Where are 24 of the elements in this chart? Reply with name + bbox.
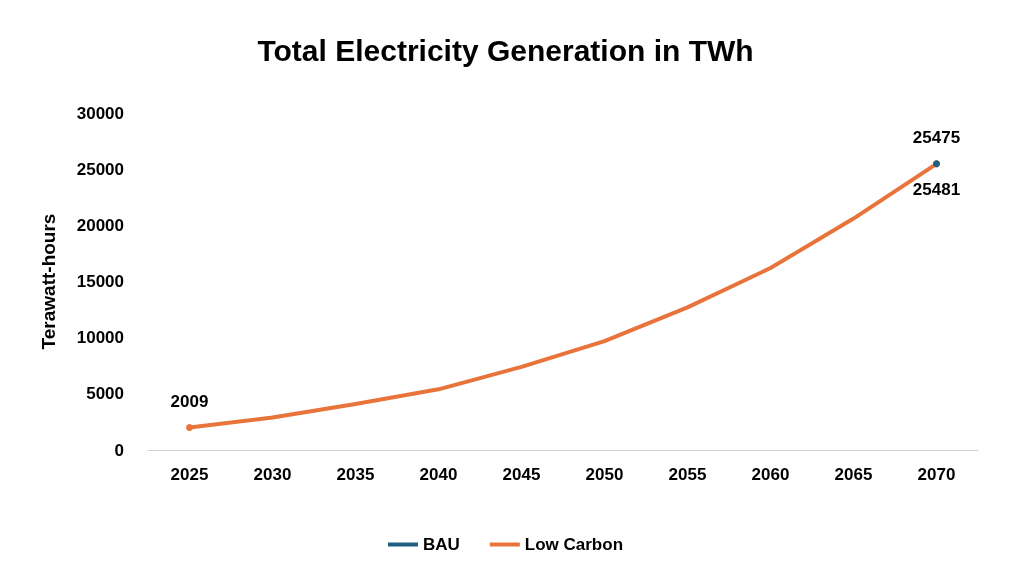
x-tick-label: 2030 [253,465,292,484]
y-axis-title: Terawatt-hours [38,213,59,350]
legend-label: BAU [422,535,460,554]
x-tick-label: 2070 [917,465,956,484]
y-tick-label: 30000 [76,103,124,123]
x-tick-label: 2035 [336,465,375,484]
chart-title: Total Electricity Generation in TWh [257,33,754,67]
x-tick-label: 2065 [834,465,873,484]
x-tick-label: 2050 [585,465,624,484]
y-tick-label: 0 [114,440,124,460]
data-label: 25475 [912,128,961,148]
x-tick-label: 2025 [170,465,209,484]
legend-label: Low Carbon [524,535,624,554]
y-tick-label: 15000 [76,272,124,291]
y-tick-label: 20000 [76,215,124,235]
x-tick-label: 2060 [751,465,790,484]
x-tick-label: 2040 [419,465,458,484]
y-tick-label: 10000 [76,328,124,348]
x-tick-label: 2055 [668,465,707,484]
x-tick-label: 2045 [502,465,541,484]
data-label: 25481 [912,180,961,200]
y-tick-label: 5000 [86,384,124,404]
y-tick-label: 25000 [76,159,124,179]
data-label: 2009 [170,391,209,411]
